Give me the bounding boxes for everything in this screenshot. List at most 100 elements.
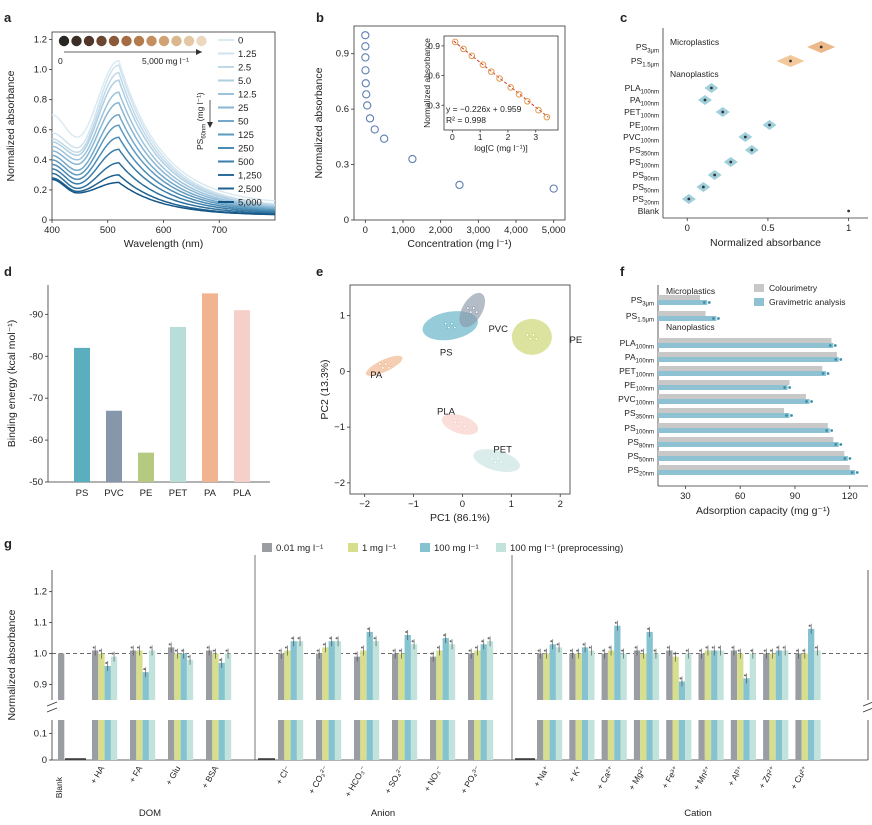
data-point-g xyxy=(602,649,605,652)
legend-label-g: 100 mg l⁻¹ (preprocessing) xyxy=(510,543,623,554)
data-point-g xyxy=(556,643,559,646)
absorbance-bar-upper xyxy=(436,650,443,700)
data-point-g xyxy=(322,643,325,646)
y-tick-label-a: 0.4 xyxy=(34,155,47,166)
data-point-g xyxy=(392,649,395,652)
colourimetry-bar xyxy=(658,394,806,399)
data-point-c xyxy=(713,173,717,177)
absorbance-bar-upper xyxy=(749,653,756,700)
row-label-f: PET100nm xyxy=(619,366,654,379)
concentration-swatch xyxy=(196,35,207,47)
axes-frame-e xyxy=(349,284,571,495)
data-point-g xyxy=(776,646,779,649)
absorbance-bar-lower xyxy=(142,720,149,760)
spectrum-line xyxy=(51,162,276,215)
absorbance-bar-upper xyxy=(486,641,494,700)
y-tick-label-b: 0.3 xyxy=(336,160,349,171)
row-label-f: PLA100nm xyxy=(620,338,654,351)
y-axis-label-e: PC2 (13.3%) xyxy=(319,359,331,419)
row-label-c: PE100nm xyxy=(629,120,659,133)
absorbance-bar-upper xyxy=(672,656,679,700)
data-point-c xyxy=(701,185,705,189)
legend-label-a: 2.5 xyxy=(238,63,251,74)
data-point-f xyxy=(810,400,813,403)
y-tick-label-upper-g: 1.2 xyxy=(34,587,47,598)
absorbance-bar-upper xyxy=(569,653,576,700)
absorbance-bar-lower xyxy=(486,720,494,760)
y-tick-label-d: -60 xyxy=(29,435,43,446)
absorbance-bar-lower xyxy=(448,720,456,760)
absorbance-bar-lower xyxy=(555,720,563,760)
absorbance-bar-upper xyxy=(737,653,744,700)
legend-swatch-g xyxy=(348,543,358,552)
absorbance-bar-upper xyxy=(186,659,194,700)
absorbance-bar-upper xyxy=(398,653,405,700)
data-point-g xyxy=(770,649,773,652)
y-tick-label-a: 0 xyxy=(42,215,47,226)
legend-arrow-head xyxy=(207,122,213,128)
y-tick-label-upper-g: 1.1 xyxy=(34,618,47,629)
panel-d-label: d xyxy=(4,264,12,279)
pca-point xyxy=(528,337,532,341)
absorbance-bar-upper xyxy=(704,650,712,700)
absorbance-bar-upper xyxy=(92,650,99,700)
y-tick-label-d: -80 xyxy=(29,351,43,362)
item-label-g: + SO₄²⁻ xyxy=(382,764,406,796)
item-label-g: + HA xyxy=(88,764,106,786)
absorbance-bar-lower xyxy=(98,720,105,760)
data-point-f xyxy=(834,443,838,446)
absorbance-bar-upper xyxy=(640,653,647,700)
data-point-g xyxy=(181,649,184,652)
y-tick-label-e: 0 xyxy=(340,366,345,377)
absorbance-bar-upper xyxy=(614,625,621,700)
data-point-f xyxy=(850,471,854,474)
absorbance-bar-lower xyxy=(537,720,544,760)
absorbance-bar-lower xyxy=(218,720,225,760)
absorbance-bar-lower xyxy=(795,720,802,760)
legend-swatch-g xyxy=(420,543,430,552)
absorbance-bar-lower xyxy=(769,720,776,760)
data-point-f xyxy=(790,414,793,417)
pca-point xyxy=(387,366,391,370)
data-point-g xyxy=(653,649,656,652)
absorbance-bar-lower xyxy=(620,720,627,760)
x-tick-label-a: 700 xyxy=(211,225,227,236)
data-point-g xyxy=(360,646,363,649)
pca-ellipse xyxy=(473,449,520,473)
absorbance-bar-upper xyxy=(392,653,399,700)
absorbance-bar-upper xyxy=(168,647,175,700)
absorbance-bar-lower xyxy=(436,720,443,760)
pca-group-label: PA xyxy=(370,370,383,381)
data-point-g xyxy=(705,646,708,649)
colourimetry-bar xyxy=(658,437,834,442)
spectrum-line xyxy=(51,59,276,202)
y-tick-label-lower-g: 0.1 xyxy=(34,728,47,739)
pca-point xyxy=(462,424,467,428)
colourimetry-bar xyxy=(658,311,706,316)
x-tick-label-c: 0 xyxy=(685,223,690,234)
data-point-g xyxy=(474,646,477,649)
data-point-f xyxy=(826,372,830,375)
x-tick-label-f: 90 xyxy=(790,491,801,502)
binding-energy-bar xyxy=(138,452,154,482)
concentration-swatch xyxy=(71,35,82,47)
item-label-g: + FA xyxy=(127,764,145,785)
absorbance-bar-lower xyxy=(808,720,815,760)
absorbance-bar-upper xyxy=(801,653,808,700)
data-point-g xyxy=(443,634,446,637)
item-label-g: + Ca²⁺ xyxy=(595,764,617,792)
inset-x-axis-label: log[C (mg l⁻¹)] xyxy=(474,143,528,153)
item-label-g: + Na⁺ xyxy=(531,764,551,789)
absorbance-bar-upper xyxy=(334,641,342,700)
absorbance-bar-upper xyxy=(730,650,738,700)
pca-point xyxy=(525,333,529,337)
absorbance-bar-upper xyxy=(795,653,802,700)
axis-break-g xyxy=(46,701,58,713)
spectrum-line xyxy=(51,101,276,209)
y-tick-label-d: -90 xyxy=(29,309,43,320)
absorbance-bar-lower xyxy=(328,720,335,760)
legend-label-g: 1 mg l⁻¹ xyxy=(362,543,396,554)
absorbance-bar-lower xyxy=(607,720,615,760)
pca-group-label: PS xyxy=(440,348,453,359)
spectrum-line xyxy=(51,148,276,213)
